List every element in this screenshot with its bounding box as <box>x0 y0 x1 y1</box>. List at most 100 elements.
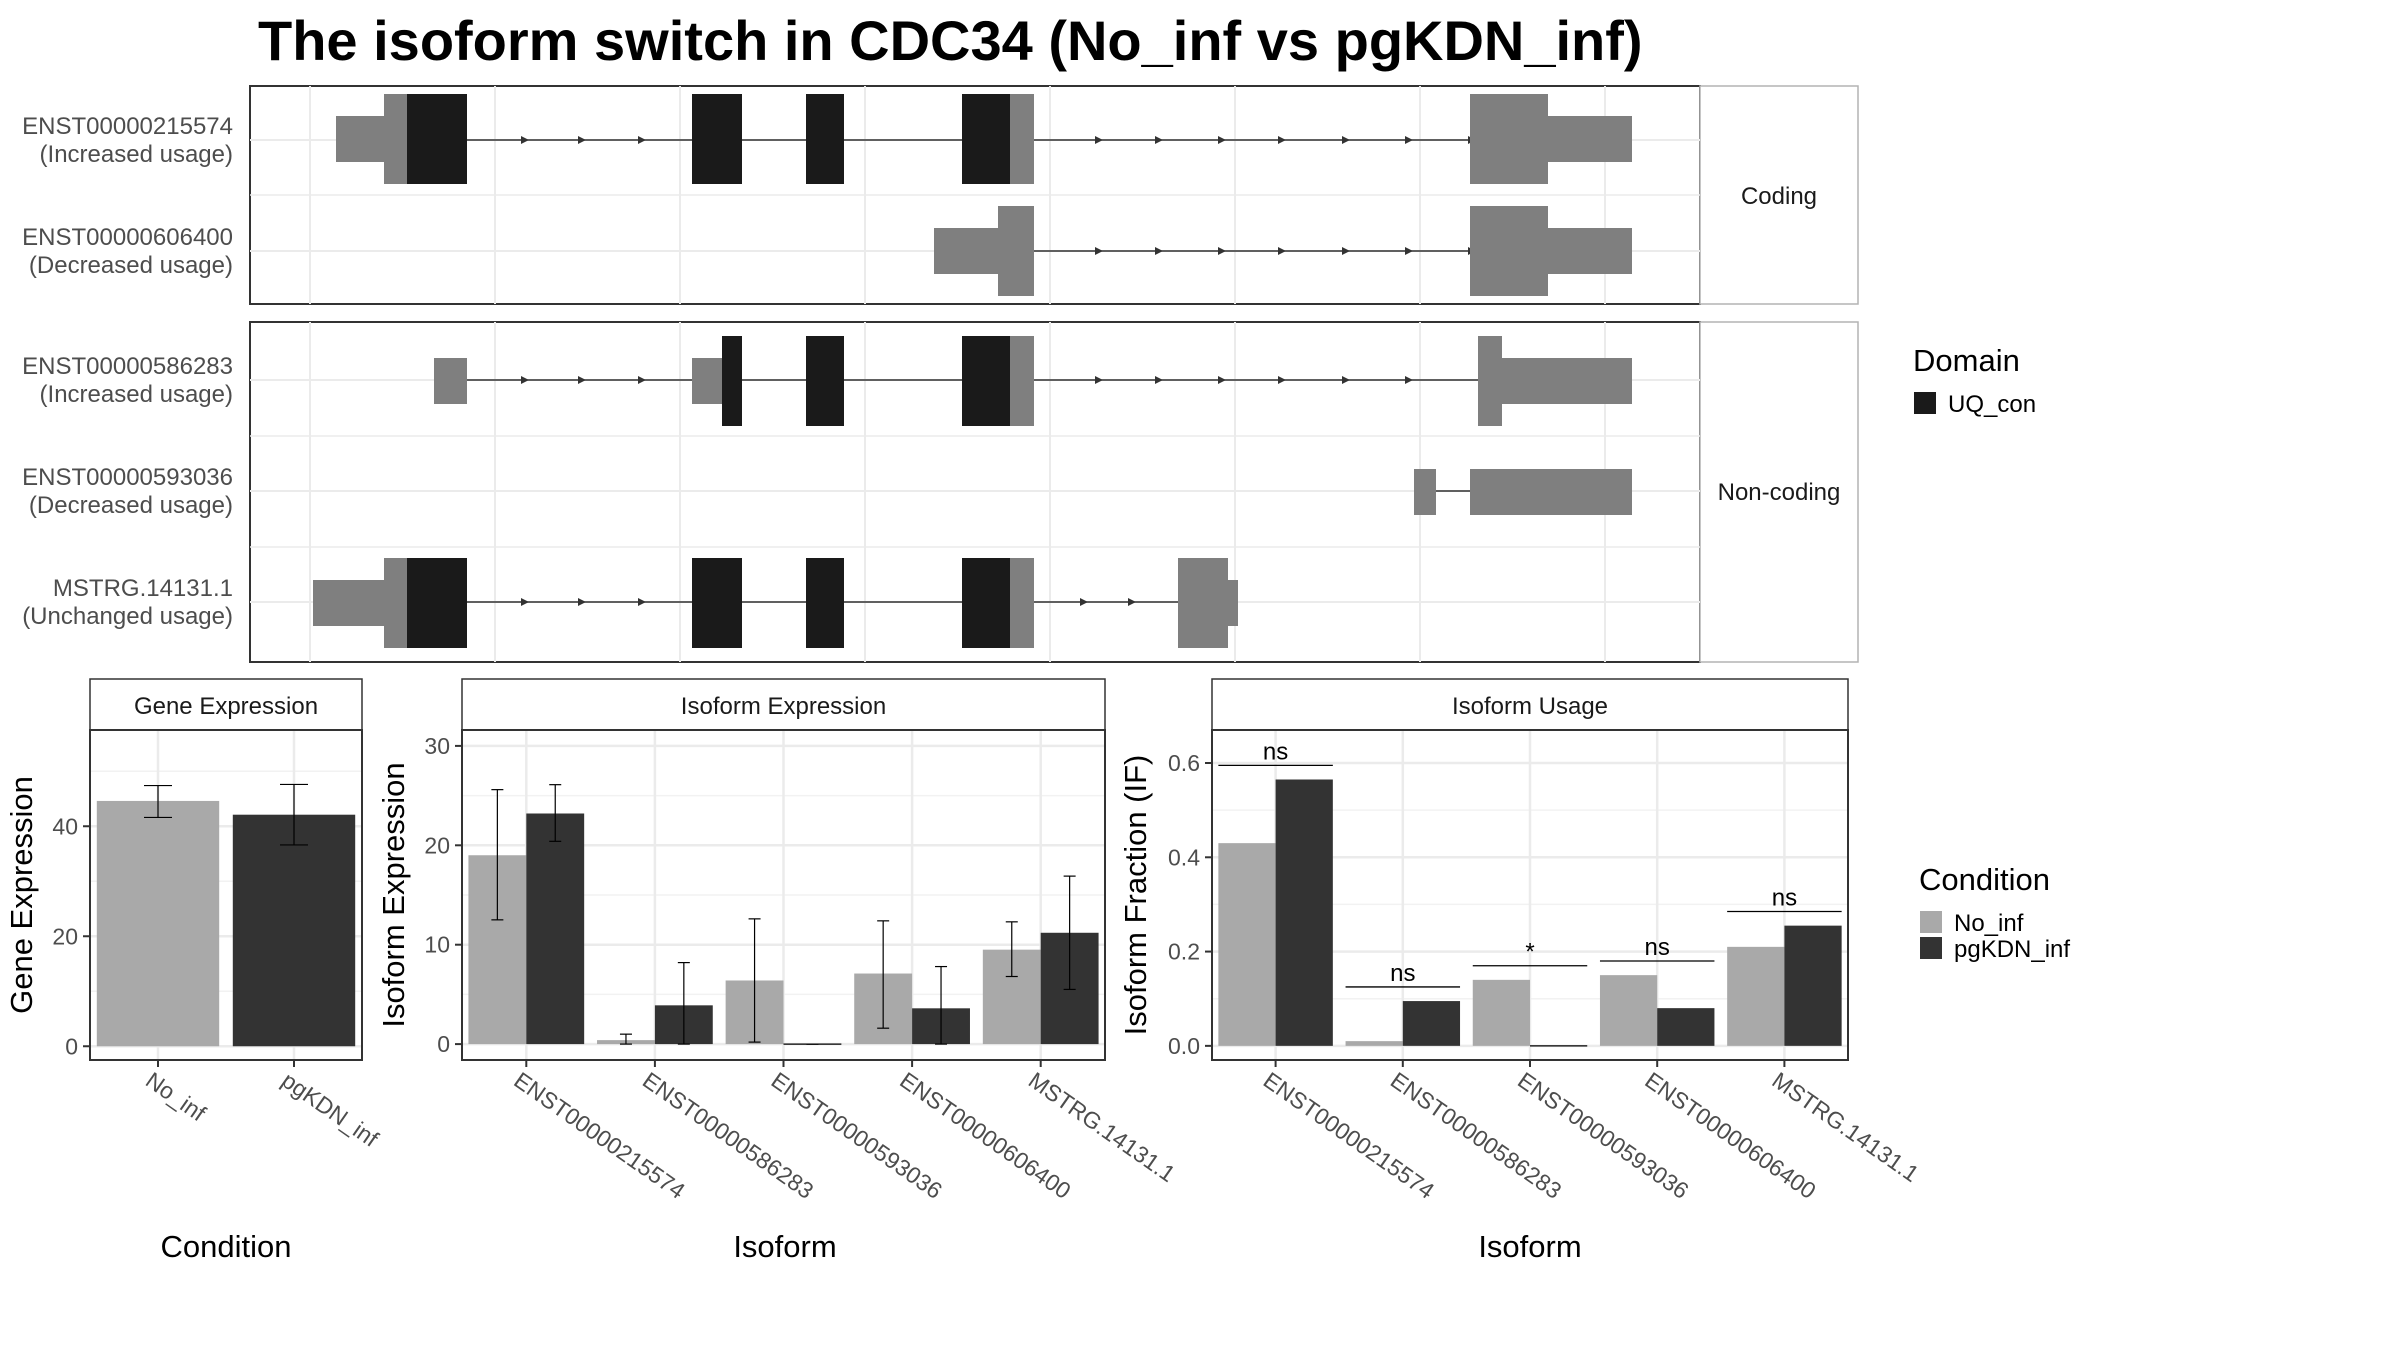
transcript-model-ENST00000586283 <box>434 336 1632 426</box>
utr-exon <box>998 206 1034 296</box>
significance-label: ns <box>1263 738 1288 765</box>
domain-exon <box>407 94 467 184</box>
domain-exon <box>692 94 742 184</box>
panel-strip <box>1211 678 1849 731</box>
domain-exon <box>692 558 742 648</box>
y-tick-label: 10 <box>424 932 450 958</box>
bar-pgKDN_inf-ENST00000215574 <box>1275 779 1333 1046</box>
domain-exon <box>806 94 844 184</box>
panel-strip-label: Gene Expression <box>134 693 318 720</box>
utr-exon <box>1010 336 1034 426</box>
significance-label: ns <box>1390 960 1415 987</box>
domain-exon <box>806 336 844 426</box>
utr-exon <box>434 358 467 404</box>
y-tick-label: 0.0 <box>1168 1033 1200 1059</box>
utr-exon <box>1478 336 1502 426</box>
significance-label: ns <box>1645 934 1670 961</box>
utr-exon <box>1226 580 1238 626</box>
utr-exon <box>384 94 408 184</box>
utr-exon <box>313 580 386 626</box>
panel-frame <box>89 729 363 1061</box>
figure-title: The isoform switch in CDC34 (No_inf vs p… <box>258 9 1643 72</box>
transcript-usage-label: (Increased usage) <box>40 141 233 168</box>
utr-exon <box>1470 469 1632 515</box>
domain-exon <box>722 336 742 426</box>
bar-pgKDN_inf <box>232 814 356 1047</box>
transcript-usage-label: (Increased usage) <box>40 381 233 408</box>
transcript-model-ENST00000215574 <box>336 94 1632 184</box>
domain-legend-item: UQ_con <box>1948 391 2036 418</box>
y-tick-label: 0 <box>65 1033 78 1059</box>
transcript-id-label: ENST00000215574 <box>22 113 233 140</box>
utr-exon <box>1470 206 1548 296</box>
bar-No_inf-ENST00000215574 <box>1218 843 1276 1046</box>
y-tick-label: 0 <box>437 1031 450 1057</box>
bar-pgKDN_inf-ENST00000586283 <box>1402 1001 1461 1046</box>
utr-exon <box>1546 116 1632 162</box>
domain-legend-title: Domain <box>1913 343 2020 378</box>
transcript-usage-label: (Unchanged usage) <box>22 603 233 630</box>
significance-label: ns <box>1772 885 1797 912</box>
domain-exon <box>962 94 1012 184</box>
panel-strip <box>89 678 363 731</box>
transcript-id-label: MSTRG.14131.1 <box>53 575 233 602</box>
transcript-id-label: ENST00000593036 <box>22 464 233 491</box>
y-tick-label: 20 <box>424 832 450 858</box>
utr-exon <box>692 358 724 404</box>
x-axis-title: Isoform <box>1478 1229 1581 1264</box>
transcript-model-MSTRG.14131.1 <box>313 558 1238 648</box>
utr-exon <box>1500 358 1632 404</box>
condition-legend-item: No_inf <box>1954 910 2024 937</box>
domain-exon <box>962 558 1012 648</box>
transcript-usage-label: (Decreased usage) <box>29 252 233 279</box>
intron-arrows <box>521 376 1413 384</box>
noncoding-strip <box>1699 321 1859 663</box>
y-tick-label: 40 <box>52 813 78 839</box>
panel-strip <box>461 678 1106 731</box>
condition-legend: Condition No_inf pgKDN_inf <box>1919 862 2070 963</box>
utr-exon <box>384 558 408 648</box>
transcript-model-ENST00000593036 <box>1414 469 1632 515</box>
significance-label: * <box>1525 939 1534 966</box>
condition-legend-title: Condition <box>1919 862 2050 897</box>
bar-pgKDN_inf-ENST00000215574 <box>526 813 585 1045</box>
coding-strip-label: Coding <box>1741 183 1817 210</box>
domain-exon <box>962 336 1012 426</box>
domain-exon <box>806 558 844 648</box>
y-tick-label: 0.6 <box>1168 750 1200 776</box>
transcript-usage-label: (Decreased usage) <box>29 492 233 519</box>
bar-No_inf <box>96 800 220 1047</box>
x-axis-title: Condition <box>161 1229 292 1264</box>
bar-No_inf-MSTRG.14131.1 <box>1727 946 1785 1046</box>
y-tick-label: 30 <box>424 733 450 759</box>
intron-arrows <box>521 598 1136 606</box>
bar-No_inf-ENST00000593036 <box>1472 979 1530 1046</box>
utr-exon <box>934 228 1004 274</box>
y-axis-title: Isoform Expression <box>376 762 411 1027</box>
coding-strip <box>1699 85 1859 305</box>
transcript-panel-coding: Coding <box>249 85 1859 305</box>
utr-exon <box>1470 94 1548 184</box>
y-tick-label: 20 <box>52 923 78 949</box>
noncoding-strip-label: Non-coding <box>1718 479 1841 506</box>
condition-legend-swatch <box>1920 911 1942 933</box>
utr-exon <box>1546 228 1632 274</box>
utr-exon <box>1414 469 1436 515</box>
utr-exon <box>1010 94 1034 184</box>
y-tick-label: 0.2 <box>1168 939 1200 965</box>
y-axis-title: Gene Expression <box>4 776 39 1014</box>
bar-No_inf-ENST00000586283 <box>1345 1041 1403 1046</box>
transcript-panel-noncoding: Non-coding <box>249 321 1859 663</box>
panel-strip-label: Isoform Expression <box>681 693 886 720</box>
domain-legend-swatch <box>1914 392 1936 414</box>
panel-strip-label: Isoform Usage <box>1452 693 1608 720</box>
bar-No_inf-ENST00000606400 <box>1599 975 1658 1046</box>
bar-pgKDN_inf-ENST00000606400 <box>1657 1008 1715 1046</box>
domain-legend: Domain UQ_con <box>1913 343 2036 418</box>
x-axis-title: Isoform <box>733 1229 836 1264</box>
transcript-labels: ENST00000215574 (Increased usage) ENST00… <box>22 113 233 630</box>
x-tick-label: No_inf <box>141 1067 211 1127</box>
x-tick-label: pgKDN_inf <box>277 1067 384 1152</box>
bar-pgKDN_inf-MSTRG.14131.1 <box>1784 925 1842 1046</box>
